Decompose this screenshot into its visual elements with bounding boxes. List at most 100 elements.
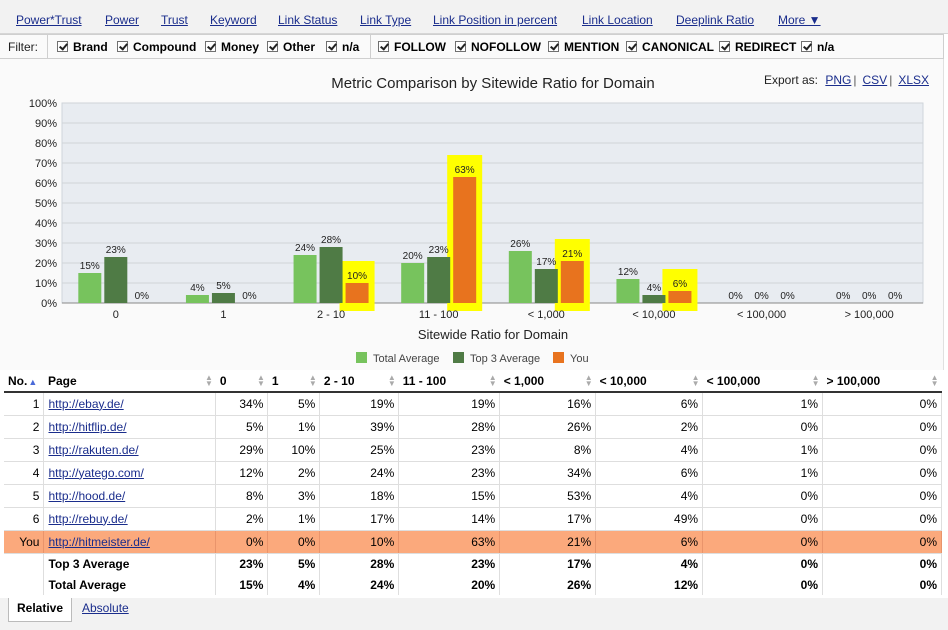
value-cell: 3% — [267, 484, 321, 508]
filter-nofollow[interactable]: NOFOLLOW — [455, 40, 541, 54]
checkbox-checked-icon[interactable] — [378, 41, 389, 52]
filter-brand[interactable]: Brand — [57, 40, 108, 54]
column-header-1[interactable]: 1 ▲ ▼ — [267, 370, 320, 393]
checkbox-checked-icon[interactable] — [455, 41, 466, 52]
sort-asc-icon[interactable]: ▲ — [28, 376, 38, 387]
column-header-11-100[interactable]: 11 - 100 ▲ ▼ — [398, 370, 500, 393]
tab-link-position[interactable]: Link Position in percent — [433, 13, 558, 27]
column-header-lt-10000[interactable]: < 10,000 ▲ ▼ — [595, 370, 703, 393]
x-tick-label: < 1,000 — [528, 309, 565, 321]
value-cell: 0% — [702, 484, 823, 508]
page-link[interactable]: http://rakuten.de/ — [48, 442, 139, 457]
bar — [668, 291, 692, 303]
value-cell: 4% — [595, 484, 704, 508]
page-link[interactable]: http://hitflip.de/ — [48, 419, 127, 434]
tab-link-type[interactable]: Link Type — [360, 13, 412, 27]
value-cell: 26% — [499, 415, 597, 439]
tab-keyword[interactable]: Keyword — [210, 13, 257, 27]
filter-canonical[interactable]: CANONICAL — [626, 40, 714, 54]
column-header-0[interactable]: 0 ▲ ▼ — [215, 370, 268, 393]
sort-icon[interactable]: ▲ ▼ — [387, 373, 396, 388]
tab-power[interactable]: Power — [105, 13, 140, 27]
tab-trust[interactable]: Trust — [161, 13, 188, 27]
value-cell: 2% — [215, 507, 269, 531]
checkbox-checked-icon[interactable] — [117, 41, 128, 52]
sort-icon[interactable]: ▲ ▼ — [811, 373, 820, 388]
sort-icon[interactable]: ▲ ▼ — [584, 373, 593, 388]
page-link[interactable]: http://rebuy.de/ — [48, 511, 128, 526]
page-cell: http://yatego.com/ — [43, 461, 217, 485]
x-tick-label: 11 - 100 — [419, 309, 459, 321]
tab-link-status[interactable]: Link Status — [278, 13, 338, 27]
export-xlsx-link[interactable]: XLSX — [898, 73, 929, 87]
y-tick-label: 70% — [35, 158, 57, 170]
filter-mention[interactable]: MENTION — [548, 40, 619, 54]
tab-relative[interactable]: Relative — [8, 598, 73, 622]
sort-icon[interactable]: ▲ ▼ — [488, 373, 497, 388]
tab-absolute[interactable]: Absolute — [82, 601, 129, 615]
filter-follow[interactable]: FOLLOW — [378, 40, 446, 54]
page-link[interactable]: http://hitmeister.de/ — [48, 534, 150, 549]
bar — [345, 283, 369, 303]
y-tick-label: 80% — [35, 138, 57, 150]
filter-type-na[interactable]: n/a — [801, 40, 834, 54]
tab-deeplink-ratio[interactable]: Deeplink Ratio — [676, 13, 755, 27]
data-label: 23% — [106, 245, 126, 256]
data-label: 0% — [862, 291, 877, 302]
value-cell: 1% — [702, 438, 823, 462]
export-png-link[interactable]: PNG — [825, 73, 852, 87]
column-header-2-10[interactable]: 2 - 10 ▲ ▼ — [319, 370, 399, 393]
sort-icon[interactable]: ▲ ▼ — [204, 373, 213, 388]
legend-label: You — [570, 353, 589, 365]
tab-more-dropdown[interactable]: More ▼ — [778, 13, 821, 27]
checkbox-checked-icon[interactable] — [548, 41, 559, 52]
filter-compound[interactable]: Compound — [117, 40, 196, 54]
data-label: 0% — [780, 291, 795, 302]
filter-label: Filter: — [8, 40, 38, 54]
checkbox-checked-icon[interactable] — [267, 41, 278, 52]
row-number: You — [4, 530, 45, 554]
checkbox-checked-icon[interactable] — [626, 41, 637, 52]
column-header-gt-100000[interactable]: > 100,000 ▲ ▼ — [822, 370, 942, 393]
export-csv-link[interactable]: CSV — [862, 73, 888, 87]
checkbox-checked-icon[interactable] — [326, 41, 337, 52]
x-axis-title: Sitewide Ratio for Domain — [418, 327, 568, 342]
column-header-no[interactable]: No.▲ — [4, 370, 44, 393]
value-cell: 0% — [822, 461, 942, 485]
divider — [370, 35, 371, 59]
value-cell: 2% — [267, 461, 321, 485]
value-cell: 10% — [267, 438, 321, 462]
data-label: 23% — [429, 245, 449, 256]
value-cell: 0% — [822, 415, 942, 439]
value-cell: 17% — [499, 507, 597, 531]
tab-link-location[interactable]: Link Location — [582, 13, 653, 27]
x-tick-label: < 100,000 — [737, 309, 786, 321]
page-link[interactable]: http://ebay.de/ — [48, 396, 124, 411]
sort-icon[interactable]: ▲ ▼ — [930, 373, 939, 388]
checkbox-checked-icon[interactable] — [719, 41, 730, 52]
row-number: 6 — [4, 507, 45, 531]
tab-power-trust[interactable]: Power*Trust — [16, 13, 82, 27]
page-link[interactable]: http://hood.de/ — [48, 488, 126, 503]
column-header-lt-1000[interactable]: < 1,000 ▲ ▼ — [499, 370, 596, 393]
data-label: 0% — [728, 291, 743, 302]
value-cell: 29% — [215, 438, 269, 462]
sort-icon[interactable]: ▲ ▼ — [691, 373, 700, 388]
filter-money[interactable]: Money — [205, 40, 259, 54]
sort-icon[interactable]: ▲ ▼ — [256, 373, 265, 388]
column-header-page[interactable]: Page ▲ ▼ — [43, 370, 216, 393]
x-tick-label: > 100,000 — [845, 309, 894, 321]
checkbox-checked-icon[interactable] — [57, 41, 68, 52]
summary-value-cell: 26% — [499, 574, 597, 595]
page-link[interactable]: http://yatego.com/ — [48, 465, 144, 480]
summary-spacer — [4, 574, 45, 595]
summary-value-cell: 15% — [215, 574, 269, 595]
filter-anchor-na[interactable]: n/a — [326, 40, 359, 54]
sort-icon[interactable]: ▲ ▼ — [308, 373, 317, 388]
filter-redirect[interactable]: REDIRECT — [719, 40, 796, 54]
filter-other[interactable]: Other — [267, 40, 315, 54]
column-header-lt-100000[interactable]: < 100,000 ▲ ▼ — [702, 370, 823, 393]
summary-value-cell: 4% — [595, 552, 704, 574]
checkbox-checked-icon[interactable] — [205, 41, 216, 52]
checkbox-checked-icon[interactable] — [801, 41, 812, 52]
